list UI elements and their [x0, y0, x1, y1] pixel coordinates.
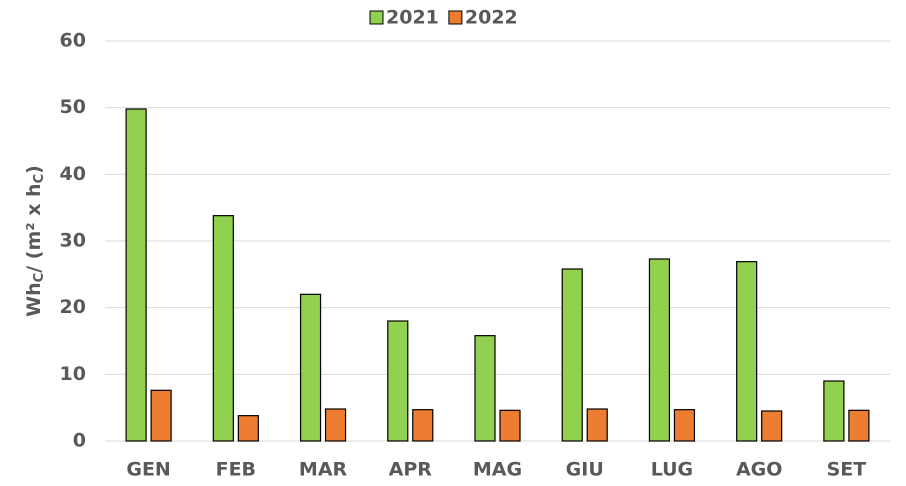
x-tick-label: GEN [126, 459, 170, 481]
bar [561, 268, 583, 442]
bar [412, 409, 434, 442]
bar [474, 335, 496, 442]
y-label-part: ) [23, 165, 45, 174]
x-tick-label: APR [389, 459, 433, 481]
bar [150, 389, 172, 442]
bar [648, 258, 671, 442]
y-tick-label: 50 [60, 96, 86, 118]
legend-label: 2021 [386, 7, 439, 29]
y-label-part: / (m² x h [23, 183, 45, 272]
legend-label: 2022 [465, 7, 518, 29]
y-tick-label: 0 [73, 430, 86, 452]
bar [736, 261, 758, 442]
bar [673, 409, 696, 442]
bar [761, 410, 783, 442]
bar [823, 380, 845, 442]
y-label-part: C [32, 174, 47, 184]
x-tick-label: FEB [216, 459, 256, 481]
bar [237, 415, 259, 442]
x-tick-label: MAR [299, 459, 348, 481]
bar [586, 408, 608, 442]
y-tick-label: 60 [60, 30, 86, 52]
bar [499, 409, 521, 442]
y-tick-label: 10 [60, 363, 86, 385]
x-tick-label: GIU [566, 459, 604, 481]
y-tick-label: 40 [60, 163, 86, 185]
bar [324, 408, 347, 442]
x-tick-label: AGO [736, 459, 782, 481]
bar [212, 215, 234, 442]
x-tick-label: LUG [651, 459, 693, 481]
x-tick-label: MAG [473, 459, 522, 481]
y-label-part: C [32, 273, 47, 283]
bar [387, 320, 409, 442]
bar [125, 108, 147, 442]
y-tick-label: 20 [60, 296, 86, 318]
y-label-part: Wh [23, 282, 45, 316]
x-tick-label: SET [827, 459, 867, 481]
legend-swatch [369, 10, 384, 25]
bar [848, 409, 870, 442]
bar [299, 293, 322, 442]
legend-swatch [448, 10, 463, 25]
y-tick-label: 30 [60, 230, 86, 252]
y-axis-label: WhC/ (m² x hC) [23, 165, 47, 317]
